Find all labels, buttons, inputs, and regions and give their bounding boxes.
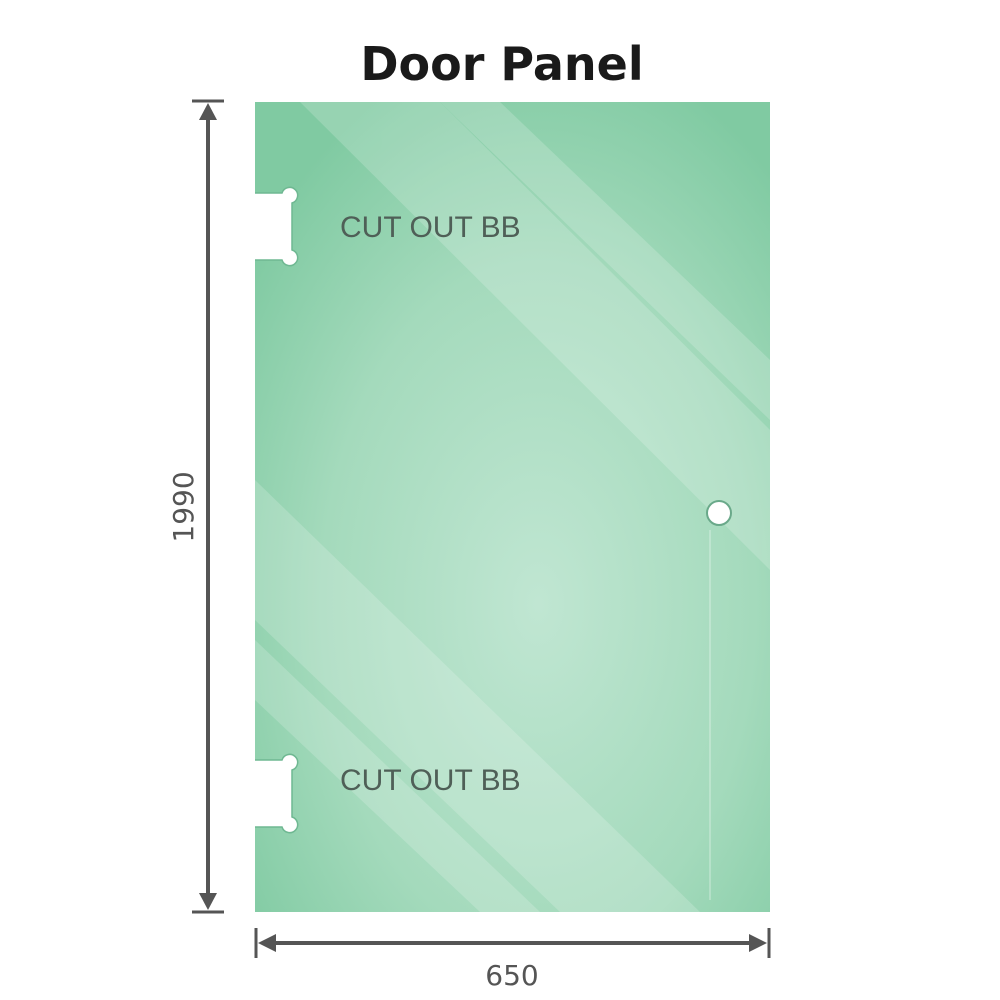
handle-hole	[706, 500, 732, 526]
height-dimension	[192, 99, 224, 914]
height-label: 1990	[167, 471, 200, 542]
width-dimension	[254, 928, 771, 958]
glass-panel	[255, 102, 770, 912]
cutout-bottom	[251, 753, 299, 834]
cutout-label-top: CUT OUT BB	[340, 211, 521, 244]
cutout-label-bottom: CUT OUT BB	[340, 764, 521, 797]
width-label: 650	[485, 959, 538, 992]
diagram-title: Door Panel	[360, 37, 643, 91]
cutout-top	[251, 186, 299, 267]
